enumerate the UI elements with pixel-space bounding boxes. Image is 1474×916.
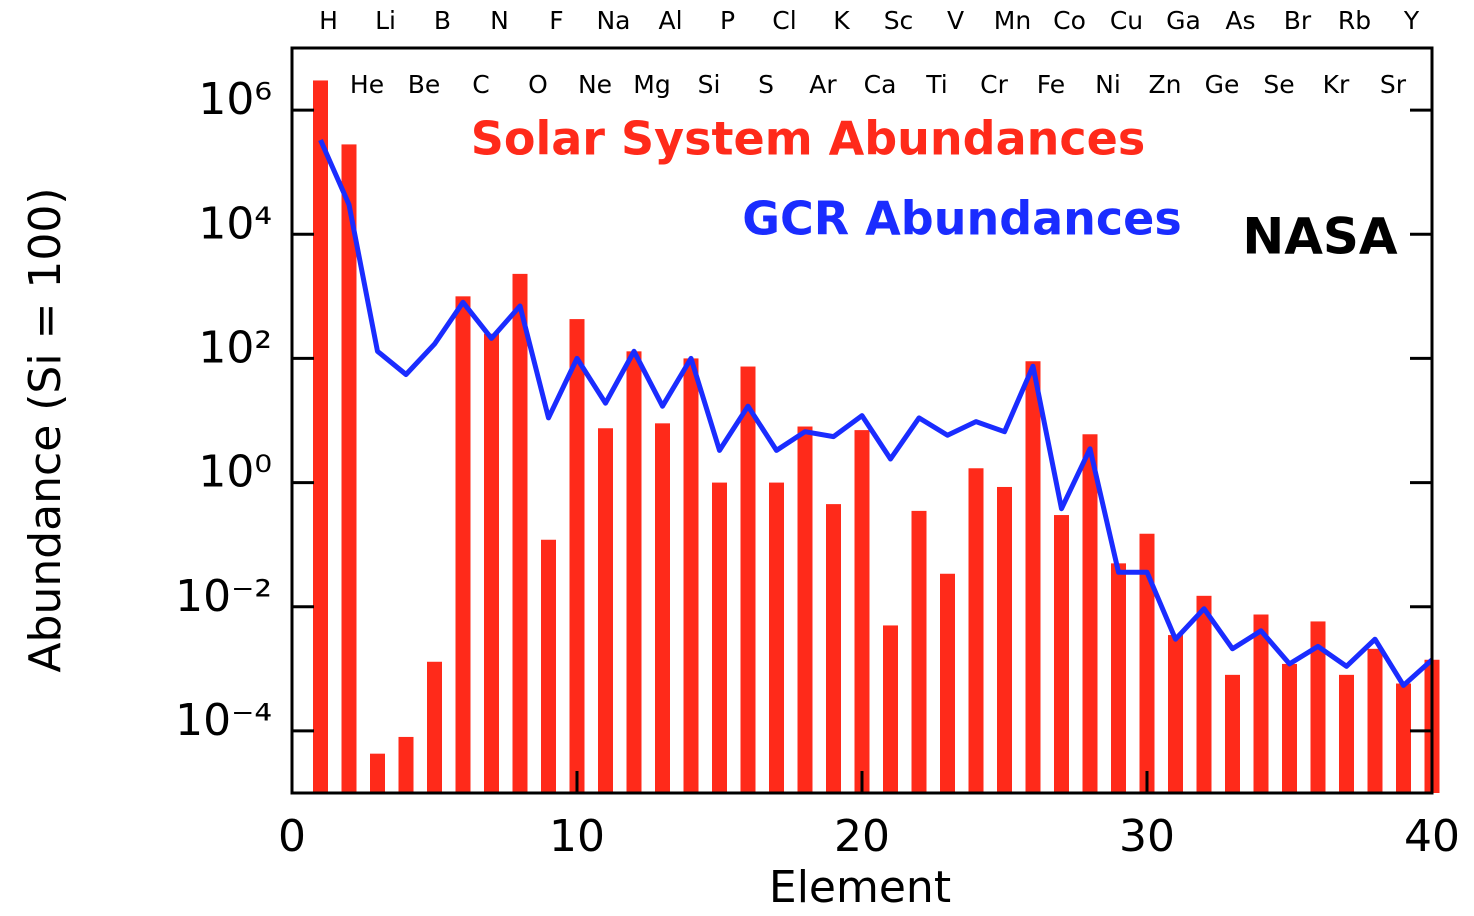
bar <box>1025 361 1041 793</box>
x-tick-label: 40 <box>1404 811 1460 862</box>
bar <box>484 333 499 793</box>
bar <box>797 426 813 793</box>
element-label: Rb <box>1338 6 1371 35</box>
element-label: S <box>758 70 774 99</box>
element-label: Sr <box>1380 70 1407 99</box>
element-label: Ne <box>578 70 612 99</box>
bar <box>1339 674 1354 793</box>
element-label: O <box>528 70 548 99</box>
bar <box>911 510 927 793</box>
element-label: Sc <box>884 6 914 35</box>
element-label: Br <box>1284 6 1312 35</box>
x-tick-label: 30 <box>1119 811 1175 862</box>
element-label: Fe <box>1037 70 1065 99</box>
bar <box>313 80 328 794</box>
element-label: H <box>319 6 338 35</box>
bar <box>740 366 756 793</box>
bar <box>1082 434 1098 793</box>
y-tick-label: 10⁻⁴ <box>175 695 272 746</box>
element-label: F <box>549 6 563 35</box>
element-label: Mg <box>633 70 670 99</box>
y-axis-label: Abundance (Si = 100) <box>20 187 71 672</box>
bar <box>940 573 955 793</box>
element-label: Y <box>1403 6 1420 35</box>
element-label: Ca <box>864 70 897 99</box>
element-label: Se <box>1263 70 1294 99</box>
element-label: Cl <box>772 6 796 35</box>
bar <box>626 351 642 793</box>
element-label: Cr <box>980 70 1008 99</box>
bar <box>569 319 585 793</box>
bar <box>712 482 727 793</box>
element-label: N <box>490 6 509 35</box>
bar <box>512 273 528 793</box>
bar <box>455 296 471 793</box>
bar <box>997 486 1012 793</box>
bar <box>598 428 613 793</box>
y-tick-label: 10² <box>198 322 272 373</box>
element-label: C <box>472 70 489 99</box>
element-label: Ar <box>809 70 837 99</box>
x-tick-label: 0 <box>278 811 306 862</box>
bar <box>1253 614 1269 793</box>
element-label: Si <box>698 70 721 99</box>
bar <box>370 753 385 793</box>
bar <box>1367 648 1383 793</box>
legend-label: Solar System Abundances <box>471 112 1145 166</box>
bar <box>1196 595 1212 793</box>
y-tick-label: 10⁶ <box>198 74 272 125</box>
bar <box>427 661 442 793</box>
x-tick-label: 10 <box>549 811 605 862</box>
element-label: Mn <box>994 6 1031 35</box>
bar <box>769 482 784 793</box>
element-label: K <box>833 6 850 35</box>
element-label: He <box>350 70 384 99</box>
bar <box>826 504 841 793</box>
element-label: Al <box>658 6 682 35</box>
bar <box>683 358 699 793</box>
bar <box>1054 515 1069 793</box>
bar <box>1310 621 1326 793</box>
bar <box>1282 663 1297 793</box>
element-label: P <box>720 6 735 35</box>
element-label: V <box>947 6 964 35</box>
bar <box>854 430 870 793</box>
element-label: Ti <box>925 70 947 99</box>
bar <box>1139 533 1155 793</box>
element-label: B <box>434 6 451 35</box>
element-label: Cu <box>1110 6 1143 35</box>
line <box>318 138 1434 688</box>
element-label: Zn <box>1149 70 1182 99</box>
y-tick-label: 10⁴ <box>198 198 272 249</box>
element-label: Be <box>408 70 441 99</box>
element-label: Ge <box>1205 70 1240 99</box>
element-label: Kr <box>1323 70 1350 99</box>
bar <box>1225 674 1240 793</box>
legend-label: GCR Abundances <box>742 192 1182 246</box>
y-tick-label: 10⁻² <box>175 571 272 622</box>
bar <box>541 539 556 793</box>
bar <box>655 423 670 793</box>
bar <box>1396 683 1411 793</box>
x-axis-label: Element <box>769 862 951 913</box>
x-tick-label: 20 <box>834 811 890 862</box>
bar <box>1168 635 1183 793</box>
bar <box>398 736 414 793</box>
element-label: Co <box>1053 6 1086 35</box>
y-tick-label: 10⁰ <box>198 447 272 498</box>
annotation: NASA <box>1242 208 1398 266</box>
element-label: Li <box>375 6 396 35</box>
element-label: Na <box>596 6 630 35</box>
bar <box>883 625 898 793</box>
element-label: Ni <box>1095 70 1121 99</box>
bar <box>968 468 984 793</box>
element-label: Ga <box>1166 6 1201 35</box>
element-label: As <box>1225 6 1255 35</box>
bar <box>341 144 357 793</box>
bar <box>1111 563 1126 793</box>
